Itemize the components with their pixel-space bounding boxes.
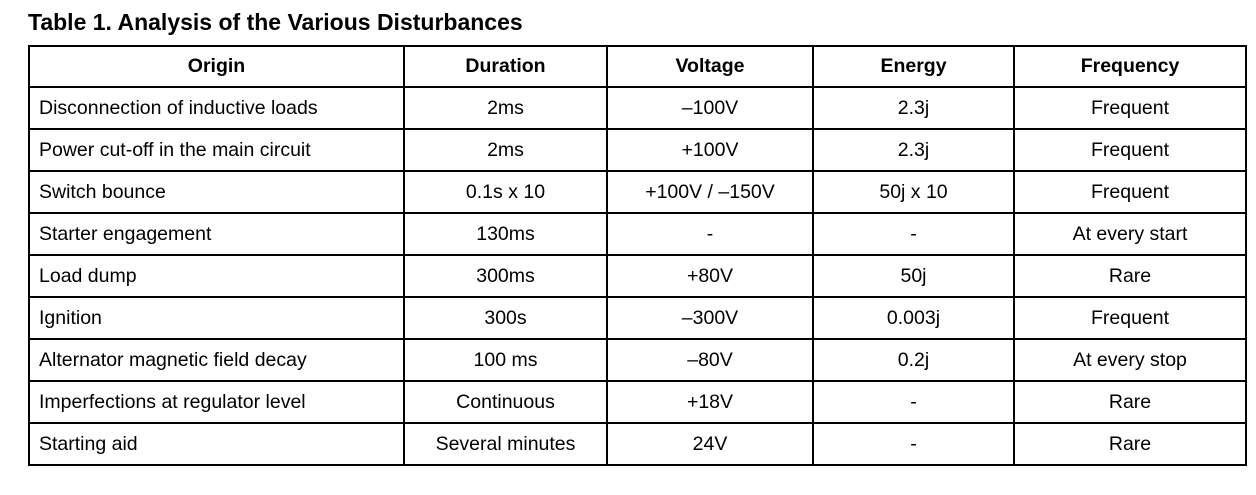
header-voltage: Voltage	[606, 45, 814, 88]
header-frequency: Frequency	[1013, 45, 1247, 88]
header-row: Origin Duration Voltage Energy Frequency	[28, 45, 1247, 88]
header-duration: Duration	[403, 45, 608, 88]
table-row: Alternator magnetic field decay 100 ms –…	[28, 338, 1247, 382]
cell-origin: Ignition	[28, 296, 405, 340]
cell-energy: 50j x 10	[812, 170, 1015, 214]
cell-frequency: Rare	[1013, 380, 1247, 424]
table-row: Imperfections at regulator level Continu…	[28, 380, 1247, 424]
table-row: Starting aid Several minutes 24V - Rare	[28, 422, 1247, 466]
disturbances-table: Origin Duration Voltage Energy Frequency…	[28, 45, 1247, 466]
cell-frequency: Frequent	[1013, 296, 1247, 340]
cell-frequency: Frequent	[1013, 86, 1247, 130]
cell-frequency: Rare	[1013, 422, 1247, 466]
cell-voltage: +100V	[606, 128, 814, 172]
cell-voltage: –80V	[606, 338, 814, 382]
cell-energy: 50j	[812, 254, 1015, 298]
cell-frequency: Rare	[1013, 254, 1247, 298]
cell-origin: Power cut-off in the main circuit	[28, 128, 405, 172]
cell-duration: Continuous	[403, 380, 608, 424]
cell-duration: 100 ms	[403, 338, 608, 382]
cell-voltage: +80V	[606, 254, 814, 298]
cell-frequency: At every start	[1013, 212, 1247, 256]
cell-origin: Switch bounce	[28, 170, 405, 214]
table-row: Switch bounce 0.1s x 10 +100V / –150V 50…	[28, 170, 1247, 214]
cell-voltage: –300V	[606, 296, 814, 340]
table-row: Load dump 300ms +80V 50j Rare	[28, 254, 1247, 298]
table-row: Ignition 300s –300V 0.003j Frequent	[28, 296, 1247, 340]
cell-energy: -	[812, 422, 1015, 466]
cell-origin: Starter engagement	[28, 212, 405, 256]
cell-duration: Several minutes	[403, 422, 608, 466]
cell-origin: Load dump	[28, 254, 405, 298]
cell-frequency: Frequent	[1013, 128, 1247, 172]
cell-voltage: 24V	[606, 422, 814, 466]
cell-energy: 2.3j	[812, 128, 1015, 172]
cell-duration: 130ms	[403, 212, 608, 256]
cell-duration: 300s	[403, 296, 608, 340]
cell-origin: Imperfections at regulator level	[28, 380, 405, 424]
header-energy: Energy	[812, 45, 1015, 88]
cell-duration: 300ms	[403, 254, 608, 298]
cell-voltage: -	[606, 212, 814, 256]
cell-energy: 2.3j	[812, 86, 1015, 130]
cell-frequency: At every stop	[1013, 338, 1247, 382]
cell-duration: 2ms	[403, 86, 608, 130]
cell-energy: -	[812, 212, 1015, 256]
cell-duration: 0.1s x 10	[403, 170, 608, 214]
cell-frequency: Frequent	[1013, 170, 1247, 214]
cell-voltage: –100V	[606, 86, 814, 130]
cell-origin: Starting aid	[28, 422, 405, 466]
cell-voltage: +18V	[606, 380, 814, 424]
cell-energy: 0.003j	[812, 296, 1015, 340]
cell-voltage: +100V / –150V	[606, 170, 814, 214]
table-row: Disconnection of inductive loads 2ms –10…	[28, 86, 1247, 130]
cell-origin: Disconnection of inductive loads	[28, 86, 405, 130]
cell-energy: 0.2j	[812, 338, 1015, 382]
table-row: Starter engagement 130ms - - At every st…	[28, 212, 1247, 256]
header-origin: Origin	[28, 45, 405, 88]
cell-duration: 2ms	[403, 128, 608, 172]
table-title: Table 1. Analysis of the Various Disturb…	[28, 9, 523, 35]
table-row: Power cut-off in the main circuit 2ms +1…	[28, 128, 1247, 172]
cell-origin: Alternator magnetic field decay	[28, 338, 405, 382]
cell-energy: -	[812, 380, 1015, 424]
